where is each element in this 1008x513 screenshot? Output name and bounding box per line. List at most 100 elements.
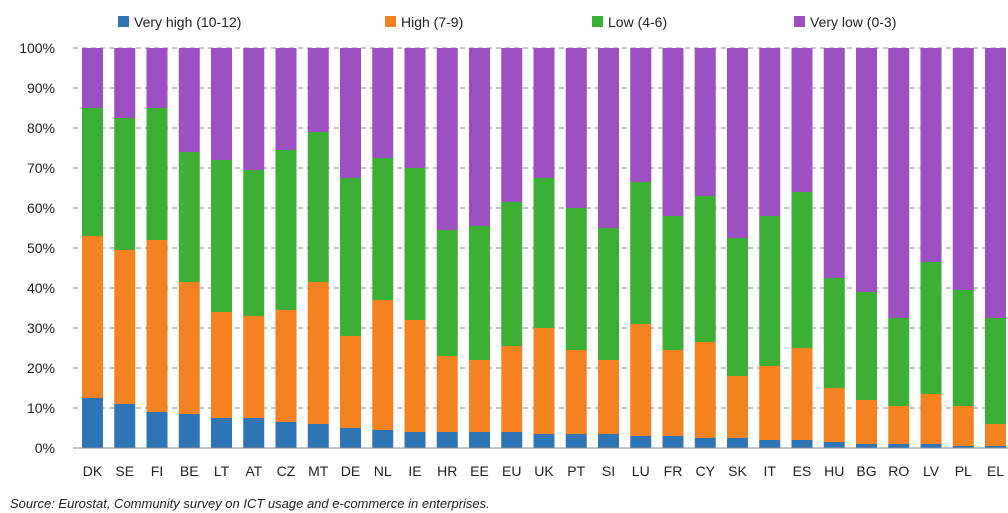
y-tick-label: 90% [27,80,55,96]
y-tick-label: 20% [27,360,55,376]
x-category-label: FR [664,463,683,479]
bar-SK-series-1 [727,438,748,448]
bar-PT-series-1 [565,434,587,448]
bar-FR-series-1 [662,436,684,448]
bar-DK-series-1 [82,398,103,448]
x-category-label: FI [151,463,163,479]
x-category-label: PT [567,463,585,479]
bar-LU-series-2 [630,324,652,436]
legend-label-4: Very low (0-3) [810,14,896,30]
x-category-label: BG [856,463,876,479]
x-category-label: LT [214,463,230,479]
bar-MT-series-1 [307,424,329,448]
bar-NL-series-4 [372,48,394,158]
y-tick-label: 0% [35,440,55,456]
bar-LT-series-1 [211,418,232,448]
bar-PL-series-2 [952,406,974,446]
bar-EU-series-2 [501,346,523,432]
bar-LV-series-4 [920,48,942,262]
bar-EU-series-1 [501,432,523,448]
bar-UK-series-2 [533,328,555,434]
chart-legend: Very high (10-12) High (7-9) Low (4-6) Very… [118,14,896,30]
bar-IE-series-3 [404,168,426,320]
bar-EE-series-1 [469,432,490,448]
bar-LV-series-3 [920,262,942,394]
x-category-label: UK [534,463,554,479]
y-tick-label: 40% [27,280,55,296]
x-category-label: IE [408,463,421,479]
bar-EL-series-2 [985,424,1006,446]
bar-LT-series-4 [211,48,232,160]
bar-BE-series-2 [178,282,200,414]
x-category-label: ES [793,463,812,479]
bar-HR-series-4 [436,48,458,230]
bar-EE-series-2 [469,360,490,432]
bar-SE-series-2 [114,250,136,404]
legend-swatch-3 [592,16,603,27]
bar-CZ-series-3 [275,150,297,310]
bar-HR-series-1 [436,432,458,448]
bar-MT-series-3 [307,132,329,282]
bar-SI-series-1 [598,434,619,448]
bar-AT-series-3 [243,170,265,316]
bar-HU-series-4 [823,48,845,278]
bar-FI-series-2 [146,240,168,412]
bar-MT-series-4 [307,48,329,132]
bar-FR-series-4 [662,48,684,216]
bar-CY-series-3 [694,196,716,342]
bar-CY-series-1 [694,438,716,448]
bar-FR-series-3 [662,216,684,350]
bar-DE-series-2 [340,336,361,428]
bar-CY-series-4 [694,48,716,196]
x-category-label: HU [824,463,844,479]
bar-EE-series-3 [469,226,490,360]
x-category-label: SI [602,463,615,479]
bar-CZ-series-2 [275,310,297,422]
x-category-label: BE [180,463,199,479]
bar-SK-series-4 [727,48,748,238]
bar-UK-series-1 [533,434,555,448]
bar-FI-series-1 [146,412,168,448]
bar-PT-series-4 [565,48,587,208]
x-category-label: SK [728,463,747,479]
x-category-label: PL [955,463,972,479]
x-category-label: CZ [277,463,296,479]
bar-UK-series-3 [533,178,555,328]
bar-BG-series-1 [856,444,877,448]
bar-PT-series-3 [565,208,587,350]
x-category-label: MT [308,463,329,479]
bar-BE-series-4 [178,48,200,152]
bar-SI-series-4 [598,48,619,228]
x-category-label: EL [987,463,1004,479]
y-tick-label: 10% [27,400,55,416]
bar-LV-series-1 [920,444,942,448]
bar-HU-series-2 [823,388,845,442]
bar-SI-series-2 [598,360,619,434]
y-tick-label: 30% [27,320,55,336]
y-tick-label: 50% [27,240,55,256]
bar-BE-series-3 [178,152,200,282]
x-category-label: CY [696,463,716,479]
bar-SE-series-4 [114,48,136,118]
bar-BG-series-2 [856,400,877,444]
legend-label-1: Very high (10-12) [134,14,241,30]
legend-label-2: High (7-9) [401,14,463,30]
bar-HR-series-2 [436,356,458,432]
x-category-label: DK [83,463,103,479]
bar-FR-series-2 [662,350,684,436]
bar-IT-series-2 [759,366,781,440]
bar-IE-series-4 [404,48,426,168]
bar-EL-series-1 [985,446,1006,448]
bar-BG-series-4 [856,48,877,292]
x-category-label: LU [632,463,650,479]
bar-DK-series-4 [82,48,103,108]
bar-LT-series-2 [211,312,232,418]
bar-PL-series-4 [952,48,974,290]
x-category-label: SE [115,463,134,479]
x-category-label: EU [502,463,521,479]
bar-LV-series-2 [920,394,942,444]
bar-LU-series-4 [630,48,652,182]
bar-ES-series-1 [791,440,813,448]
x-category-label: DE [341,463,360,479]
bars [82,48,1006,448]
